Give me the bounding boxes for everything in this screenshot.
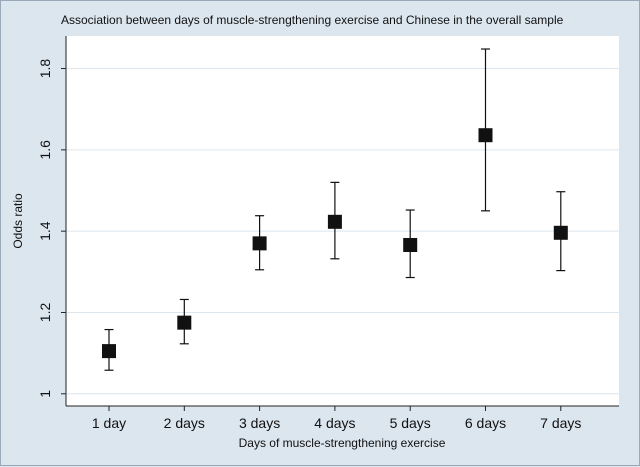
x-tick-label: 2 days: [164, 415, 205, 431]
x-axis-ticks: 1 day 2 days 3 days 4 days 5 days 6 days 7 day…: [92, 406, 581, 431]
y-tick-label: 1.4: [37, 221, 53, 241]
point-marker: [403, 237, 418, 252]
gridlines: [67, 68, 619, 395]
y-axis-label: Odds ratio: [11, 193, 25, 249]
y-tick-label: 1.6: [37, 140, 53, 160]
point-marker: [102, 344, 116, 359]
chart-title: Association between days of muscle-stren…: [61, 13, 564, 27]
point-marker: [478, 128, 493, 143]
y-tick-label: 1.8: [37, 59, 53, 79]
point-marker: [252, 236, 267, 251]
x-tick-label: 3 days: [239, 415, 280, 431]
point-markers: [102, 128, 568, 359]
y-axis-ticks: 1 1.2 1.4 1.6 1.8: [37, 59, 66, 398]
point-marker: [327, 214, 342, 229]
plot-area: [66, 36, 619, 406]
x-tick-label: 6 days: [465, 415, 506, 431]
point-marker: [177, 315, 192, 330]
x-tick-label: 5 days: [390, 415, 431, 431]
x-tick-label: 7 days: [540, 415, 581, 431]
x-tick-label: 4 days: [314, 415, 355, 431]
point-marker: [553, 225, 568, 240]
x-axis-label: Days of muscle-strengthening exercise: [239, 436, 446, 450]
y-tick-label: 1: [37, 390, 53, 398]
y-tick-label: 1.2: [37, 303, 53, 323]
x-tick-label: 1 day: [92, 415, 126, 431]
